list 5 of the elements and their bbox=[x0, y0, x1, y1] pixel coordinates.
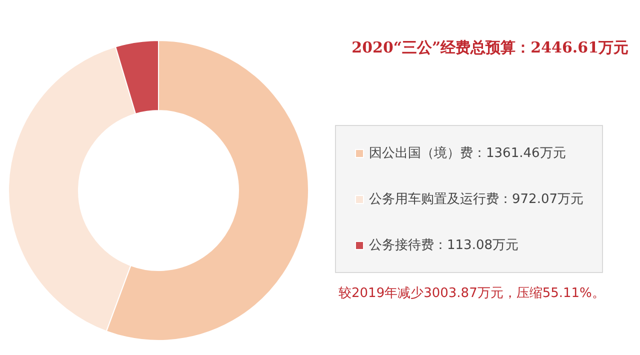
text: 较2019年减少3003.87万元，压缩55.11%。 bbox=[338, 286, 605, 301]
chart-title: 2020“三公”经费总预算：2446.61万元 bbox=[352, 38, 629, 56]
legend-label: 公务用车购置及运行费：972.07万元 bbox=[369, 191, 584, 208]
legend-label: 因公出国（境）费：1361.46万元 bbox=[369, 145, 566, 162]
legend-label: 公务接待费：113.08万元 bbox=[369, 237, 518, 254]
